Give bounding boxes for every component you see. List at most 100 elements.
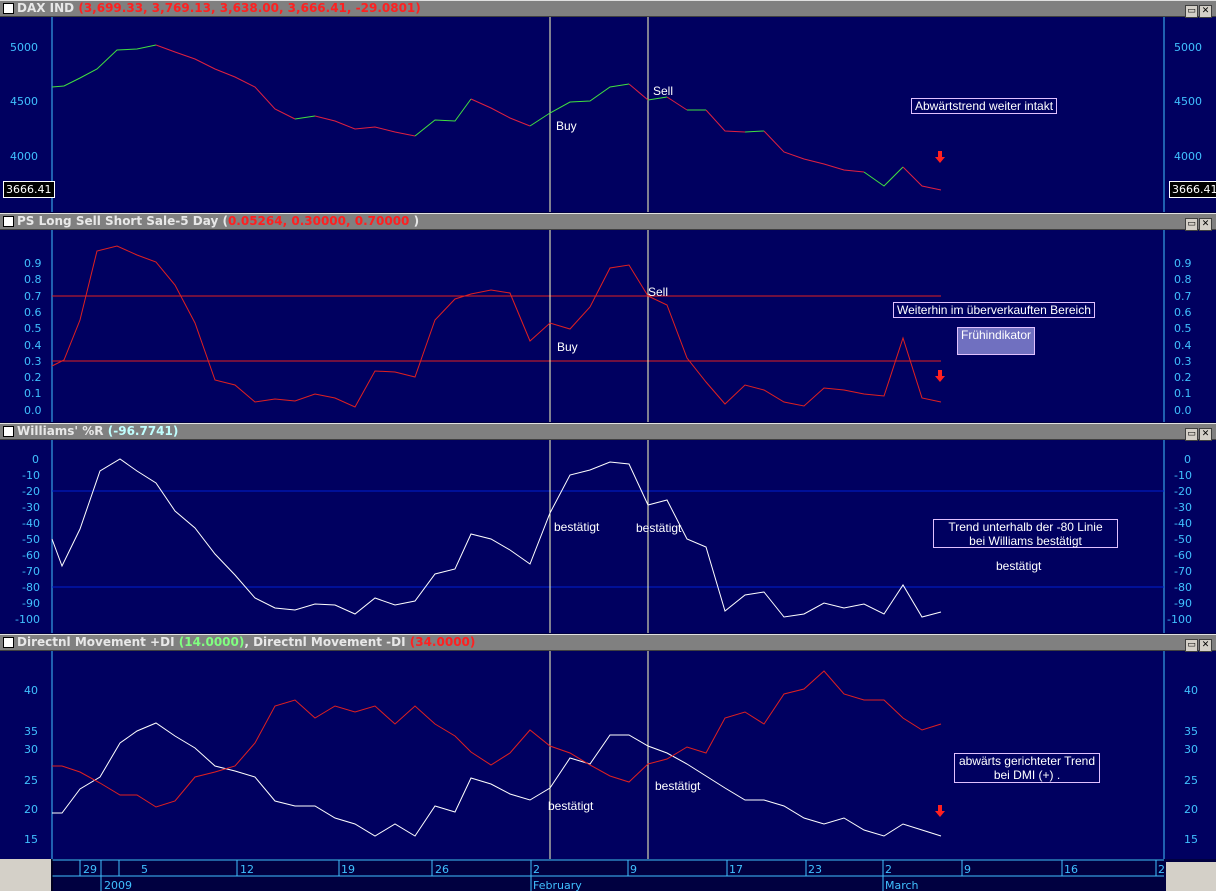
pane-title: Williams' %R [17,424,104,438]
svg-text:0.5: 0.5 [24,322,42,335]
close-icon[interactable]: ✕ [1199,428,1212,441]
svg-text:30: 30 [24,743,38,756]
svg-text:40: 40 [1184,684,1198,697]
svg-text:-100: -100 [15,613,40,626]
svg-text:2: 2 [885,863,892,876]
y-tick: 4000 [10,150,38,163]
svg-text:0.4: 0.4 [24,339,42,352]
pane-values: 0.05264, 0.30000, 0.70000 [227,214,410,228]
plus-di-value: (14.0000) [178,635,245,649]
last-price-left: 3666.41 [3,181,55,198]
confirmed-annotation: bestätigt [554,520,600,534]
svg-text:-80: -80 [1174,581,1192,594]
y-tick: 5000 [10,41,38,54]
close-icon[interactable]: ✕ [1199,218,1212,231]
pane-select-checkbox[interactable] [3,637,14,648]
pane-ps: PS Long Sell Short Sale-5 Day (0.05264, … [0,213,1216,422]
svg-text:-30: -30 [22,501,40,514]
svg-text:15: 15 [1184,833,1198,846]
pane-dmi: Directnl Movement +DI (14.0000), Directn… [0,634,1216,859]
svg-text:26: 26 [435,863,449,876]
confirmed-annotation: bestätigt [636,521,682,535]
svg-text:0.8: 0.8 [1174,273,1192,286]
svg-text:25: 25 [1184,774,1198,787]
annotation-box: Weiterhin im überverkauften Bereich [893,302,1095,318]
svg-text:35: 35 [24,725,38,738]
pane-select-checkbox[interactable] [3,3,14,14]
pane-titlebar[interactable]: Directnl Movement +DI (14.0000), Directn… [0,634,1216,652]
close-icon[interactable]: ✕ [1199,5,1212,18]
restore-icon[interactable]: ▭ [1185,428,1198,441]
date-axis-corner-right [1166,862,1216,891]
svg-text:0.5: 0.5 [1174,322,1192,335]
svg-text:2: 2 [1158,863,1165,876]
svg-text:-30: -30 [1174,501,1192,514]
svg-text:30: 30 [1184,743,1198,756]
restore-icon[interactable]: ▭ [1185,218,1198,231]
pane-williams: Williams' %R (-96.7741) ▭ ✕ 0 -10 -20 -30… [0,423,1216,633]
svg-text:-10: -10 [22,469,40,482]
restore-icon[interactable]: ▭ [1185,5,1198,18]
sell-annotation: Sell [648,285,668,299]
svg-text:-100: -100 [1167,613,1192,626]
svg-text:0.6: 0.6 [24,306,42,319]
dmi-chart: 40 35 30 25 20 15 40 35 30 25 20 15 best… [24,651,1198,859]
last-price-right: 3666.41 [1169,181,1216,198]
buy-annotation: Buy [557,340,578,354]
svg-text:-60: -60 [22,549,40,562]
svg-text:-50: -50 [1174,533,1192,546]
pane-values: (3,699.33, 3,769.13, 3,638.00, 3,666.41,… [78,1,421,15]
date-axis[interactable]: 29 5 12 19 26 2 9 17 23 2 9 16 2 2009 Fe… [0,859,1216,891]
pane-dax: DAX IND (3,699.33, 3,769.13, 3,638.00, 3… [0,0,1216,212]
pane-titlebar[interactable]: PS Long Sell Short Sale-5 Day (0.05264, … [0,213,1216,231]
ps-chart: 0.9 0.8 0.7 0.6 0.5 0.4 0.3 0.2 0.1 0.0 … [24,230,1192,422]
date-axis-corner-left [0,859,51,891]
down-arrow-icon [935,370,945,382]
svg-text:0.1: 0.1 [1174,387,1192,400]
svg-text:0.6: 0.6 [1174,306,1192,319]
pane-titlebar[interactable]: Williams' %R (-96.7741) ▭ ✕ [0,423,1216,441]
restore-icon[interactable]: ▭ [1185,639,1198,652]
williams-chart: 0 -10 -20 -30 -40 -50 -60 -70 -80 -90 -1… [15,440,1192,633]
pane-select-checkbox[interactable] [3,216,14,227]
svg-text:-40: -40 [1174,517,1192,530]
svg-text:17: 17 [729,863,743,876]
svg-text:-70: -70 [22,565,40,578]
svg-text:-40: -40 [22,517,40,530]
svg-text:20: 20 [24,803,38,816]
svg-text:February: February [533,879,582,891]
svg-text:0.2: 0.2 [24,371,42,384]
svg-text:0.0: 0.0 [1174,404,1192,417]
annotation-box: Abwärtstrend weiter intakt [911,98,1058,114]
annotation-box: abwärts gerichteter Trend bei DMI (+) . [954,753,1100,783]
svg-text:0.4: 0.4 [1174,339,1192,352]
svg-text:0.3: 0.3 [1174,355,1192,368]
pane-values: (-96.7741) [107,424,179,438]
svg-text:23: 23 [808,863,822,876]
svg-text:12: 12 [240,863,254,876]
svg-text:2009: 2009 [104,879,132,891]
svg-text:-80: -80 [22,581,40,594]
svg-text:0.9: 0.9 [1174,257,1192,270]
svg-text:2: 2 [533,863,540,876]
svg-text:0.2: 0.2 [1174,371,1192,384]
down-arrow-icon [935,805,945,817]
svg-text:-20: -20 [22,485,40,498]
svg-text:-20: -20 [1174,485,1192,498]
svg-text:20: 20 [1184,803,1198,816]
svg-text:35: 35 [1184,725,1198,738]
svg-text:5000: 5000 [1174,41,1202,54]
minus-di-value: (34.0000) [409,635,476,649]
svg-text:5: 5 [141,863,148,876]
pane-titlebar[interactable]: DAX IND (3,699.33, 3,769.13, 3,638.00, 3… [0,0,1216,18]
svg-text:40: 40 [24,684,38,697]
svg-text:0.7: 0.7 [1174,290,1192,303]
pane-select-checkbox[interactable] [3,426,14,437]
y-tick: 4500 [10,95,38,108]
sell-annotation: Sell [653,84,673,98]
close-icon[interactable]: ✕ [1199,639,1212,652]
pane-title: Directnl Movement +DI [17,635,175,649]
svg-text:-90: -90 [1174,597,1192,610]
svg-text:-10: -10 [1174,469,1192,482]
svg-text:4500: 4500 [1174,95,1202,108]
